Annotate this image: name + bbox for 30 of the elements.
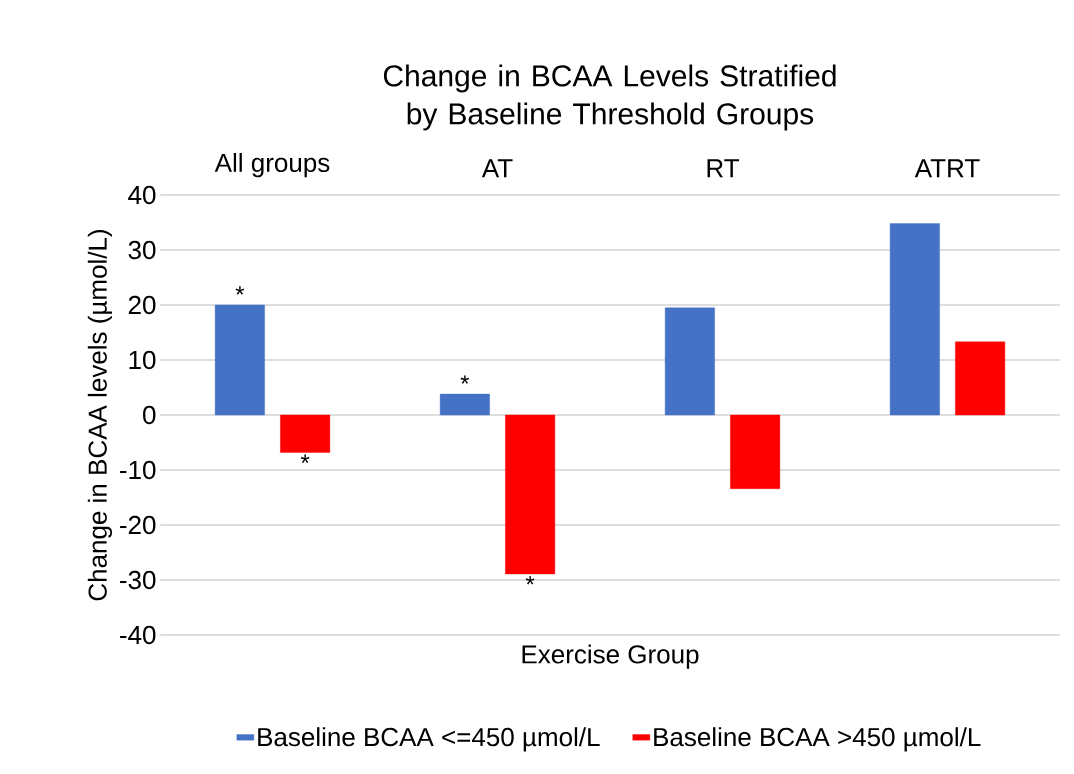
x-tick-label: AT xyxy=(481,159,513,178)
y-tick-label: 20 xyxy=(128,295,156,315)
bar xyxy=(955,341,1006,416)
y-tick-label: -30 xyxy=(120,570,156,590)
x-axis-title: Exercise Group xyxy=(522,644,699,669)
bar xyxy=(730,414,781,489)
x-tick-label: All groups xyxy=(214,152,330,178)
y-tick-label: -20 xyxy=(120,515,156,535)
data-label: * xyxy=(300,454,310,464)
y-tick-label: 10 xyxy=(129,350,156,370)
bar xyxy=(214,304,265,416)
bar xyxy=(439,393,490,416)
data-label: * xyxy=(525,576,535,585)
y-axis-title: Change in BCAA levels (µmol/L) xyxy=(87,230,113,601)
y-tick-label: -10 xyxy=(120,460,156,480)
y-tick-label: -40 xyxy=(120,625,156,645)
data-label: * xyxy=(235,286,245,295)
x-tick-label: RT xyxy=(707,159,739,178)
y-tick-label: 0 xyxy=(143,405,156,425)
x-tick-label: ATRT xyxy=(914,159,980,178)
y-tick-label: 40 xyxy=(128,185,156,205)
data-label: * xyxy=(460,375,470,384)
y-tick-label: 30 xyxy=(128,240,156,260)
legend-label: Baseline BCAA >450 µmol/L xyxy=(654,727,981,752)
legend-label: Baseline BCAA <=450 µmol/L xyxy=(258,727,600,752)
bar xyxy=(280,414,331,453)
chart-title: Change in BCAA Levels Stratified by Baseline Threshold Groups xyxy=(383,64,836,131)
bar xyxy=(889,223,940,416)
bar xyxy=(664,307,715,416)
bar xyxy=(505,414,556,575)
